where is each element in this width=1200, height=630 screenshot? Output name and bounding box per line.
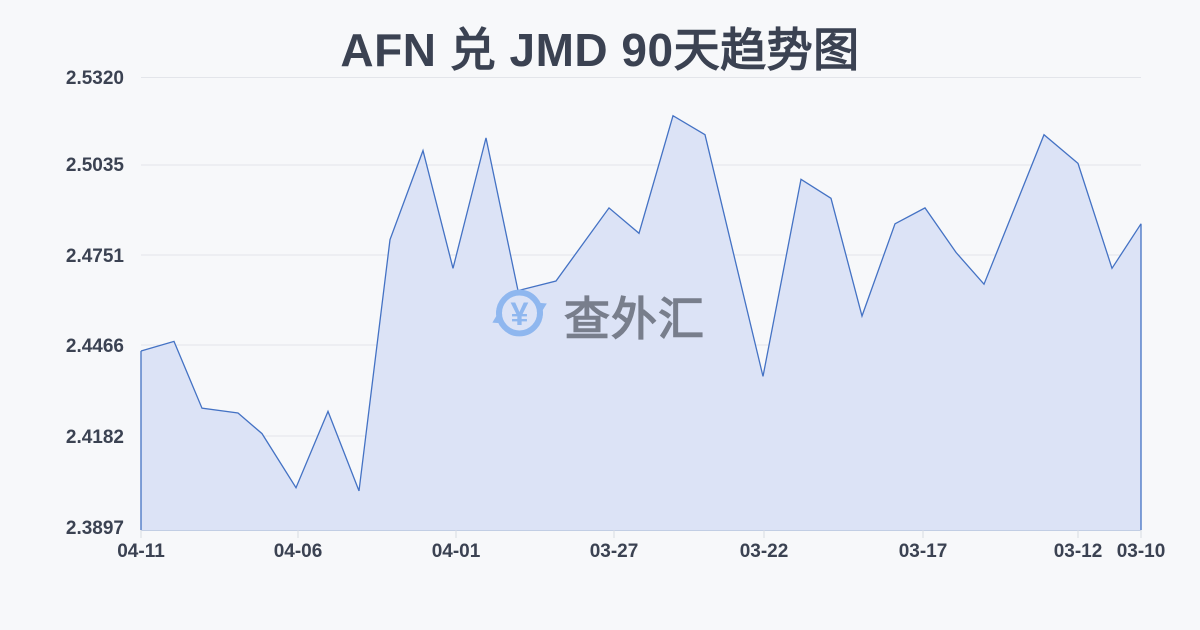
svg-text:¥: ¥	[511, 296, 529, 332]
